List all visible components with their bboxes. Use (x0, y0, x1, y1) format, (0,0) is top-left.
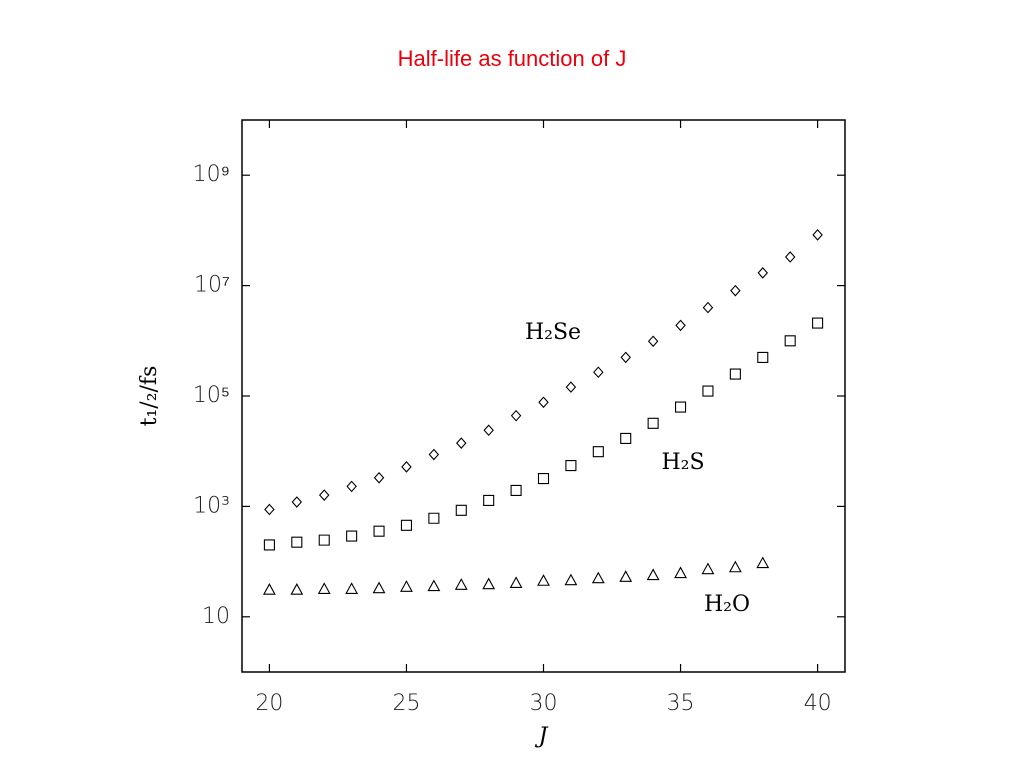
marker (510, 409, 522, 422)
y-tick-label: 10⁷ (194, 273, 230, 298)
marker (262, 583, 276, 595)
marker (538, 396, 549, 409)
marker (317, 582, 331, 594)
marker (730, 284, 741, 297)
marker (620, 432, 632, 445)
marker (537, 574, 550, 586)
marker (264, 503, 275, 516)
x-tick-label: 25 (392, 691, 420, 716)
marker (591, 571, 605, 584)
marker (318, 489, 330, 501)
marker (537, 472, 550, 485)
marker (509, 576, 523, 589)
marker (318, 534, 330, 546)
marker (428, 512, 440, 524)
marker (482, 577, 496, 590)
marker (291, 496, 303, 508)
marker (702, 385, 714, 397)
x-tick-label: 40 (804, 691, 832, 716)
marker (728, 560, 742, 573)
marker (373, 525, 385, 537)
marker (701, 562, 715, 575)
marker (647, 335, 659, 348)
x-tick-label: 30 (530, 691, 558, 716)
marker (729, 368, 741, 380)
marker (483, 424, 494, 437)
marker (565, 381, 577, 393)
marker (702, 301, 714, 314)
marker (400, 580, 413, 592)
marker (427, 579, 441, 592)
marker (346, 480, 357, 493)
marker (784, 251, 796, 263)
marker (620, 351, 631, 364)
marker (646, 568, 660, 581)
y-tick-label: 10³ (193, 493, 230, 518)
marker (647, 417, 659, 429)
marker (812, 229, 823, 241)
chart-title: Half-life as function of J (398, 46, 627, 71)
series-label: H₂O (704, 592, 750, 617)
marker (345, 582, 359, 594)
marker (454, 578, 468, 590)
marker (592, 446, 604, 458)
y-tick-label: 10⁵ (193, 383, 230, 408)
marker (757, 351, 769, 363)
marker (263, 539, 275, 551)
marker (401, 461, 412, 473)
y-tick-label: 10⁹ (193, 162, 230, 187)
marker (510, 484, 522, 496)
marker (619, 570, 633, 582)
marker (674, 401, 687, 413)
y-tick-label: 10 (202, 604, 230, 629)
marker (400, 519, 413, 531)
marker (565, 459, 577, 472)
plot-frame (241, 119, 846, 673)
marker (291, 536, 303, 548)
marker (373, 471, 385, 484)
marker (428, 448, 440, 461)
series-label: H₂S (661, 450, 704, 475)
x-tick-label: 35 (667, 691, 695, 716)
marker (593, 366, 604, 379)
marker (757, 267, 769, 279)
x-tick-label: 20 (255, 691, 283, 716)
marker (784, 335, 796, 347)
marker (483, 494, 495, 507)
marker (564, 573, 578, 586)
marker (455, 504, 467, 516)
marker (674, 566, 687, 579)
series-label: H₂Se (525, 320, 581, 345)
marker (812, 317, 824, 329)
marker (456, 437, 467, 449)
marker (756, 556, 770, 569)
marker (675, 319, 686, 332)
marker (372, 581, 386, 594)
marker (290, 583, 304, 595)
marker (346, 530, 358, 542)
x-axis-label: J (535, 724, 549, 749)
y-axis-label: t₁/₂/fs (137, 366, 162, 427)
